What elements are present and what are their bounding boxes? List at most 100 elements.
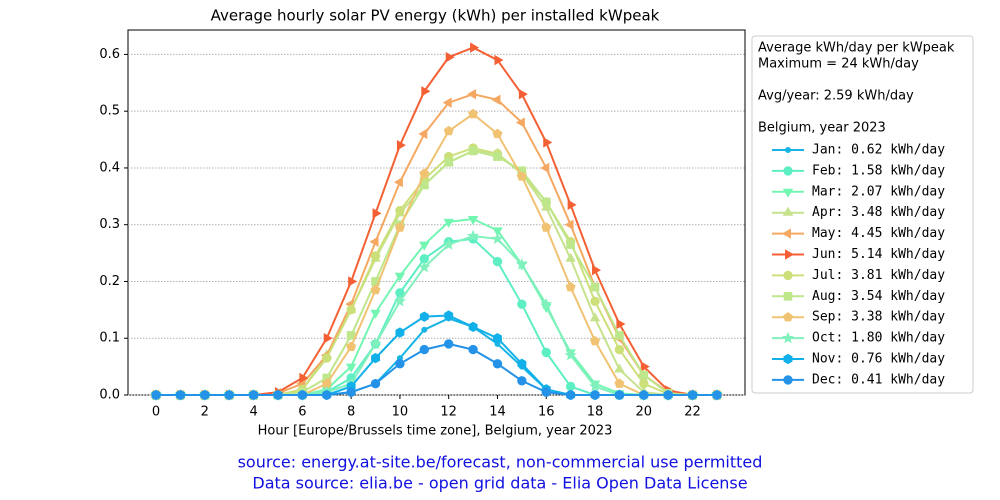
legend-entry: Dec: 0.41 kWh/day bbox=[812, 372, 945, 387]
data-point bbox=[515, 258, 528, 270]
y-tick-label: 0.0 bbox=[99, 388, 120, 403]
legend-marker bbox=[783, 166, 793, 176]
data-point bbox=[421, 86, 431, 97]
data-point bbox=[418, 128, 428, 140]
data-point bbox=[396, 140, 406, 151]
data-point bbox=[372, 208, 382, 219]
data-point bbox=[614, 363, 625, 373]
data-point bbox=[540, 162, 550, 174]
data-point bbox=[467, 229, 480, 242]
y-tick-label: 0.1 bbox=[99, 331, 120, 346]
x-axis-label: Hour [Europe/Brussels time zone], Belgiu… bbox=[258, 424, 613, 439]
data-point bbox=[419, 168, 430, 178]
series-line bbox=[156, 112, 717, 396]
legend-entry: Aug: 3.54 kWh/day bbox=[812, 289, 945, 304]
legend-marker bbox=[783, 270, 793, 281]
data-point bbox=[467, 216, 479, 226]
data-point bbox=[492, 256, 503, 267]
data-point bbox=[640, 361, 650, 372]
legend-marker bbox=[782, 188, 794, 198]
y-tick-label: 0.2 bbox=[99, 274, 120, 289]
data-point bbox=[639, 390, 649, 400]
data-point bbox=[348, 276, 358, 287]
data-point bbox=[346, 341, 357, 351]
series-line bbox=[156, 149, 717, 396]
data-point bbox=[393, 294, 406, 307]
data-point bbox=[590, 282, 600, 292]
data-point bbox=[712, 390, 722, 400]
x-tick-label: 0 bbox=[152, 405, 160, 420]
data-point bbox=[248, 390, 259, 400]
data-point bbox=[492, 227, 503, 237]
data-point bbox=[370, 309, 381, 319]
data-point bbox=[590, 390, 600, 400]
data-point bbox=[565, 281, 576, 292]
y-tick-label: 0.6 bbox=[99, 47, 120, 62]
data-point bbox=[614, 344, 625, 355]
data-point bbox=[614, 390, 625, 400]
data-point bbox=[200, 390, 210, 400]
legend-title: Average kWh/day per kWpeak bbox=[758, 41, 955, 56]
data-point bbox=[419, 344, 430, 355]
data-point bbox=[443, 218, 454, 228]
data-point bbox=[564, 348, 577, 361]
legend-entry: Oct: 1.80 kWh/day bbox=[812, 331, 945, 346]
x-tick-label: 22 bbox=[684, 405, 701, 420]
legend-title: Avg/year: 2.59 kWh/day bbox=[758, 89, 914, 104]
legend-entry: May: 4.45 kWh/day bbox=[812, 226, 945, 241]
data-point bbox=[492, 359, 503, 369]
data-point bbox=[589, 312, 601, 322]
x-tick-label: 8 bbox=[347, 405, 355, 420]
data-point bbox=[515, 117, 525, 128]
data-point bbox=[345, 363, 357, 373]
data-point bbox=[419, 311, 429, 322]
data-point bbox=[518, 88, 528, 100]
data-point bbox=[468, 344, 478, 355]
legend-title: Maximum = 24 kWh/day bbox=[758, 57, 919, 72]
data-point bbox=[370, 284, 381, 295]
data-point bbox=[323, 333, 333, 344]
data-point bbox=[565, 381, 576, 392]
data-point bbox=[663, 390, 673, 400]
legend-marker bbox=[782, 206, 794, 216]
data-point bbox=[516, 171, 527, 181]
data-point bbox=[564, 219, 574, 230]
data-point bbox=[588, 380, 602, 392]
data-point bbox=[346, 387, 356, 397]
data-point bbox=[494, 54, 504, 66]
data-point bbox=[393, 176, 403, 188]
data-point bbox=[491, 232, 504, 245]
data-point bbox=[565, 390, 576, 400]
data-point bbox=[371, 352, 381, 364]
data-point bbox=[639, 370, 649, 380]
source-line: Data source: elia.be - open grid data - … bbox=[252, 474, 747, 493]
legend-marker bbox=[783, 291, 793, 301]
data-point bbox=[443, 125, 454, 136]
x-tick-label: 20 bbox=[636, 405, 653, 420]
data-point bbox=[541, 222, 552, 232]
data-point bbox=[395, 327, 405, 338]
data-point bbox=[421, 326, 428, 333]
legend-entry: Jun: 5.14 kWh/day bbox=[812, 247, 945, 262]
data-point bbox=[299, 372, 309, 384]
legend-entry: Apr: 3.48 kWh/day bbox=[812, 205, 945, 220]
x-tick-label: 4 bbox=[249, 405, 257, 420]
data-point bbox=[590, 296, 600, 307]
data-point bbox=[639, 378, 649, 389]
data-point bbox=[517, 376, 527, 386]
data-point bbox=[346, 305, 356, 315]
x-tick-label: 14 bbox=[489, 405, 506, 420]
data-point bbox=[322, 390, 332, 400]
data-point bbox=[468, 108, 479, 119]
data-point bbox=[543, 137, 553, 148]
data-point bbox=[492, 128, 503, 139]
chart-title: Average hourly solar PV energy (kWh) per… bbox=[211, 7, 660, 25]
data-point bbox=[468, 146, 478, 156]
data-point bbox=[687, 390, 698, 400]
data-point bbox=[369, 236, 379, 247]
data-point bbox=[517, 299, 527, 309]
data-point bbox=[492, 333, 502, 344]
data-point bbox=[273, 390, 283, 400]
data-point bbox=[395, 359, 405, 369]
data-point bbox=[370, 378, 381, 389]
